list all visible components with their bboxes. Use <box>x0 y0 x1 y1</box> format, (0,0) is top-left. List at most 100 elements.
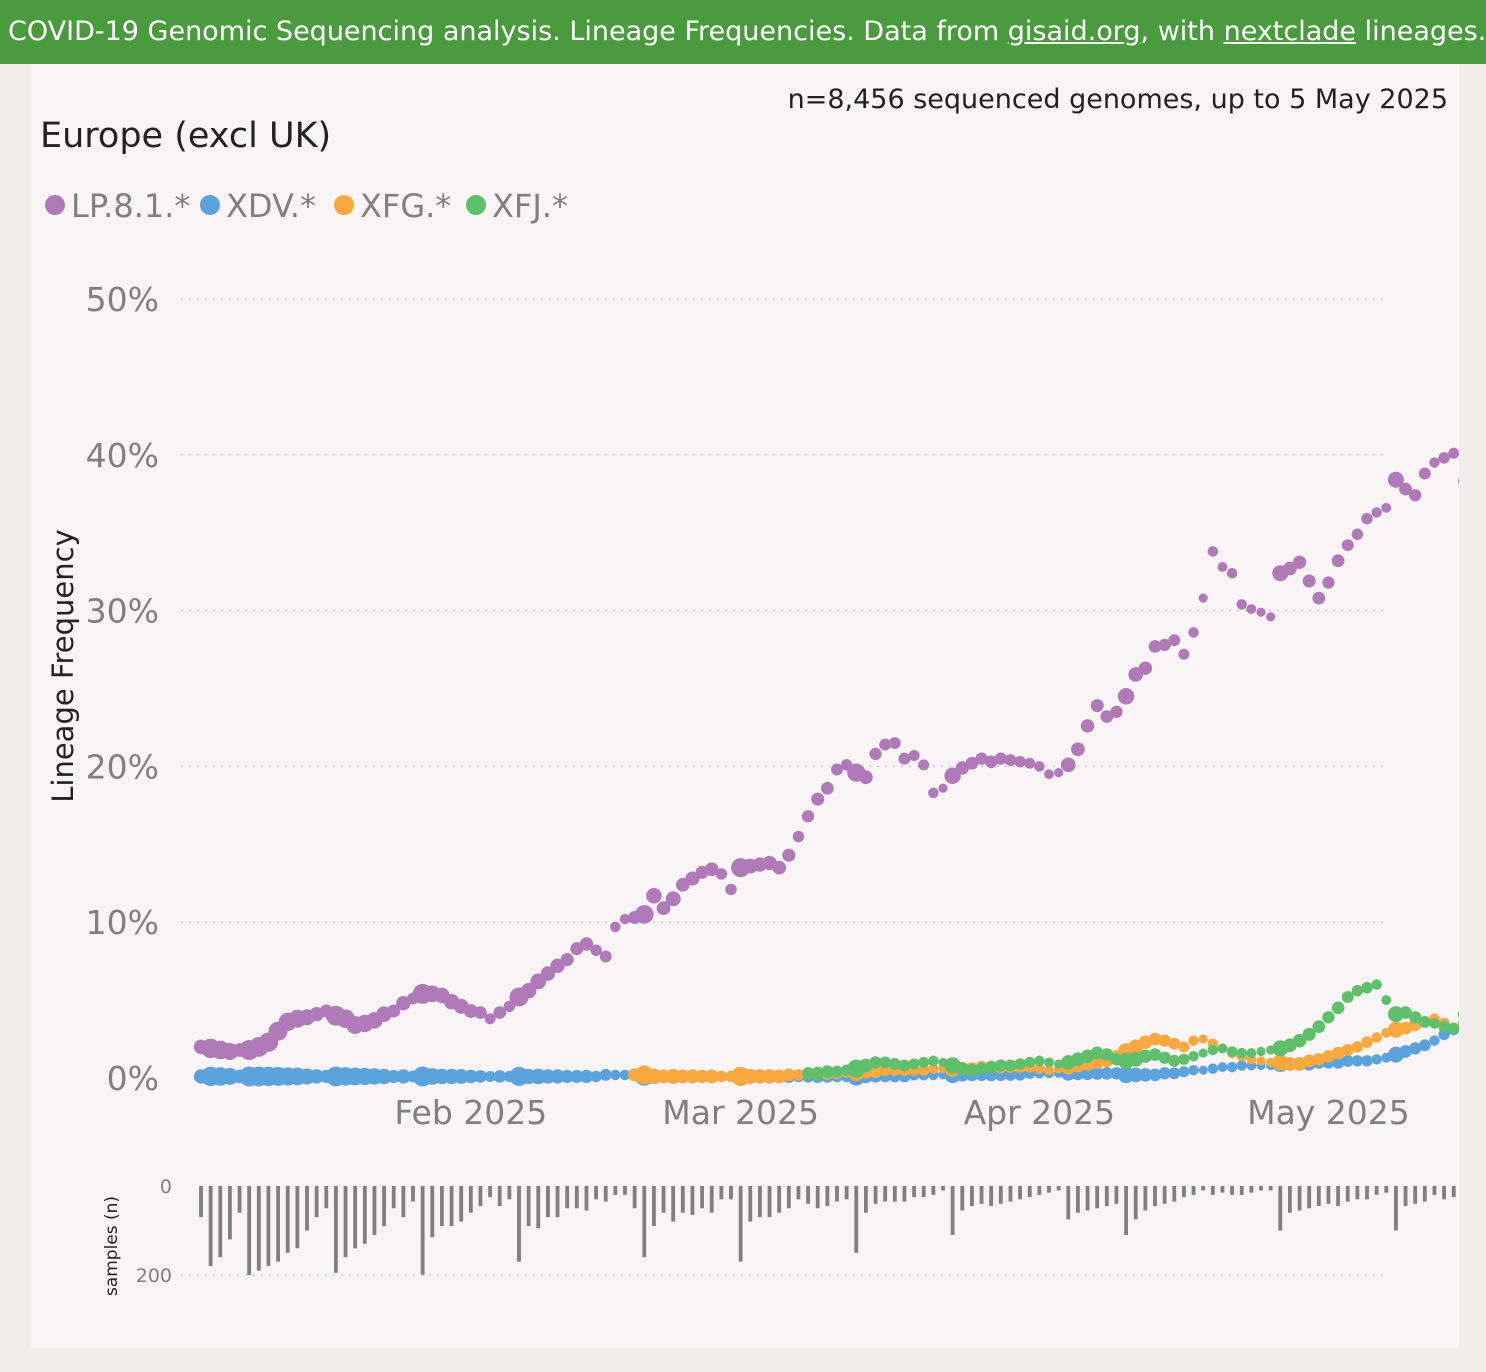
point-lp81 <box>821 781 834 795</box>
sample-bar <box>1326 1186 1331 1204</box>
sample-bar <box>362 1186 367 1244</box>
point-xfj <box>1381 995 1392 1006</box>
point-lp81 <box>1207 546 1219 557</box>
sample-bar <box>969 1186 974 1207</box>
sample-bar <box>748 1186 753 1222</box>
point-xdv <box>1188 1064 1199 1076</box>
point-xfj <box>879 1056 892 1069</box>
point-xfg <box>1158 1034 1171 1047</box>
point-xfj <box>1054 1059 1064 1069</box>
sample-bar <box>266 1186 271 1267</box>
point-xfj <box>1236 1047 1247 1059</box>
sample-bar <box>1008 1186 1013 1202</box>
point-lp81 <box>879 738 892 751</box>
samples-axis-label: samples (n) <box>102 1196 122 1296</box>
sample-bar <box>314 1186 319 1218</box>
y-tick-label: 30% <box>86 592 159 631</box>
point-lp81 <box>1448 447 1459 459</box>
sample-bar <box>883 1186 888 1202</box>
point-xfj <box>994 1059 1007 1072</box>
point-xfg <box>695 1069 709 1083</box>
point-lp81 <box>1283 561 1297 576</box>
sample-bar <box>767 1186 772 1218</box>
point-lp81 <box>1090 699 1104 713</box>
point-xfg <box>704 1069 719 1084</box>
sample-bar <box>1345 1186 1350 1202</box>
sample-bar <box>324 1186 329 1209</box>
point-xfj <box>1188 1050 1199 1062</box>
point-xfg <box>1302 1054 1316 1068</box>
point-xfj <box>1292 1033 1307 1048</box>
nextclade-link[interactable]: nextclade <box>1223 16 1357 47</box>
point-xdv <box>1198 1065 1208 1075</box>
point-lp81 <box>1266 612 1276 622</box>
sample-bar <box>844 1186 849 1200</box>
sample-bar <box>439 1186 444 1227</box>
point-xfj <box>1044 1057 1054 1068</box>
point-xfj <box>1371 979 1382 990</box>
point-lp81 <box>918 759 930 771</box>
gisaid-link[interactable]: gisaid.org <box>1007 16 1141 47</box>
point-xfj <box>965 1063 979 1077</box>
sample-bar <box>1114 1186 1119 1204</box>
point-lp81 <box>493 1006 507 1019</box>
y-grid <box>181 298 1387 923</box>
point-xfj <box>1331 1001 1345 1015</box>
point-xfg <box>762 1069 777 1084</box>
x-tick-labels: Feb 2025 Mar 2025 Apr 2025 May 2025 <box>394 1093 1409 1132</box>
banner-text-c: lineages. Source <box>1364 16 1486 47</box>
sample-bar <box>989 1186 994 1207</box>
point-xfj <box>1004 1059 1017 1072</box>
sample-bar <box>584 1186 589 1211</box>
point-lp81 <box>685 871 700 886</box>
legend-label-xfg: XFG.* <box>360 187 451 225</box>
sample-bar <box>372 1186 377 1235</box>
y-tick-label: 50% <box>86 280 159 319</box>
point-lp81 <box>1457 477 1459 485</box>
point-xdv <box>1409 1042 1422 1055</box>
point-lp81 <box>634 905 654 924</box>
sample-bar <box>1239 1186 1244 1195</box>
sample-bar <box>545 1186 550 1218</box>
point-xdv <box>484 1070 496 1082</box>
point-lp81 <box>801 810 815 823</box>
sample-bar <box>1153 1186 1157 1207</box>
point-xfj <box>1322 1011 1335 1024</box>
point-xfj <box>955 1061 969 1076</box>
point-xfg <box>1090 1055 1104 1069</box>
point-lp81 <box>610 921 621 933</box>
sample-bar <box>199 1186 203 1218</box>
sample-bar <box>391 1186 396 1209</box>
sample-bar <box>1056 1186 1061 1191</box>
point-xfj <box>1148 1048 1162 1061</box>
sample-bar <box>806 1186 811 1204</box>
point-xfg <box>715 1070 728 1083</box>
sample-bar <box>1181 1186 1186 1198</box>
point-xdv <box>1418 1039 1431 1052</box>
point-xdv <box>1080 1066 1095 1081</box>
sample-tick-label: 200 <box>136 1265 172 1287</box>
sample-bar <box>931 1186 936 1195</box>
point-xdv <box>1371 1054 1382 1065</box>
sample-bar <box>343 1186 348 1258</box>
point-lp81 <box>1198 593 1208 603</box>
sample-bar <box>921 1186 926 1198</box>
point-lp81 <box>396 996 411 1011</box>
point-lp81 <box>975 752 988 765</box>
point-xdv <box>376 1068 392 1085</box>
x-tick-label: May 2025 <box>1247 1093 1410 1132</box>
point-xdv <box>1207 1063 1219 1074</box>
sample-bar <box>517 1186 521 1262</box>
point-xdv <box>1090 1066 1104 1080</box>
point-xfj <box>1034 1055 1045 1067</box>
legend-label-xfj: XFJ.* <box>492 187 568 225</box>
y-tick-label: 0% <box>107 1059 159 1098</box>
point-xfg <box>1371 1032 1382 1043</box>
point-lp81 <box>387 1004 401 1018</box>
sample-bar <box>941 1186 945 1191</box>
point-xdv <box>1158 1067 1171 1080</box>
sample-bar <box>295 1186 300 1249</box>
point-lp81 <box>550 958 565 974</box>
point-lp81 <box>859 770 873 785</box>
sample-bar <box>247 1186 252 1275</box>
